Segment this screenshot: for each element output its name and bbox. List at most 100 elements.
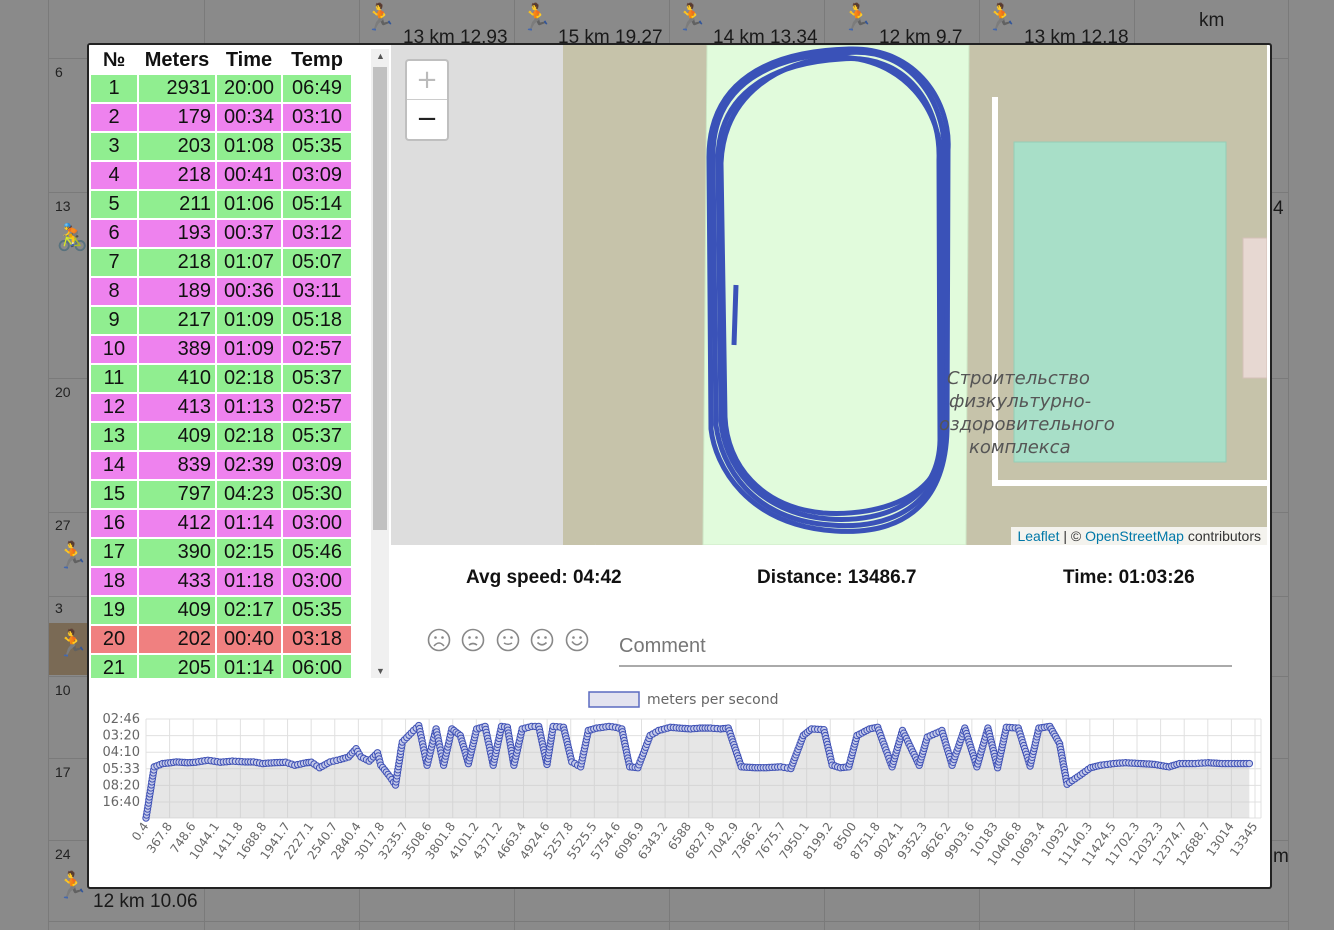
calendar-entry[interactable]: 12 km 10.06 xyxy=(93,891,198,912)
lap-number: 7 xyxy=(91,249,137,276)
lap-time: 01:07 xyxy=(217,249,281,276)
lap-temp: 03:09 xyxy=(283,162,351,189)
lap-time: 01:14 xyxy=(217,655,281,678)
day-number: 3 xyxy=(55,600,63,616)
lap-temp: 03:10 xyxy=(283,104,351,131)
lap-row[interactable]: 2 179 00:34 03:10 xyxy=(91,104,351,131)
lap-row[interactable]: 13 409 02:18 05:37 xyxy=(91,423,351,450)
mood-selector xyxy=(427,628,595,657)
lap-row[interactable]: 21 205 01:14 06:00 xyxy=(91,655,351,678)
smile-face-icon[interactable] xyxy=(530,628,554,652)
scroll-up-icon[interactable]: ▲ xyxy=(376,51,385,61)
lap-row[interactable]: 18 433 01:18 03:00 xyxy=(91,568,351,595)
y-tick-label: 08:20 xyxy=(103,778,140,793)
day-number: 13 xyxy=(55,198,71,214)
lap-time: 01:08 xyxy=(217,133,281,160)
laps-scrollbar[interactable]: ▲ ▼ xyxy=(371,49,389,678)
sad-face-icon[interactable] xyxy=(461,628,485,652)
lap-row[interactable]: 20 202 00:40 03:18 xyxy=(91,626,351,653)
lap-number: 16 xyxy=(91,510,137,537)
map-tiles xyxy=(391,45,1267,545)
calendar-entry[interactable]: 13 km 12.93 xyxy=(403,27,508,48)
lap-row[interactable]: 6 193 00:37 03:12 xyxy=(91,220,351,247)
calendar-entry[interactable]: 14 km 13.34 xyxy=(713,27,818,48)
leaflet-link[interactable]: Leaflet xyxy=(1017,528,1060,544)
day-number: 6 xyxy=(55,64,63,80)
legend-swatch[interactable] xyxy=(588,691,640,708)
lap-time: 00:41 xyxy=(217,162,281,189)
comment-field[interactable]: Comment xyxy=(619,635,1232,667)
lap-row[interactable]: 4 218 00:41 03:09 xyxy=(91,162,351,189)
neutral-face-icon[interactable] xyxy=(496,628,520,652)
lap-number: 6 xyxy=(91,220,137,247)
lap-row[interactable]: 7 218 01:07 05:07 xyxy=(91,249,351,276)
lap-row[interactable]: 12 413 01:13 02:57 xyxy=(91,394,351,421)
lap-time: 02:18 xyxy=(217,423,281,450)
lap-number: 5 xyxy=(91,191,137,218)
lap-row[interactable]: 3 203 01:08 05:35 xyxy=(91,133,351,160)
calendar-entry-fragment: m xyxy=(1273,846,1289,867)
zoom-out-button[interactable]: − xyxy=(416,104,438,134)
scroll-down-icon[interactable]: ▼ xyxy=(376,666,385,676)
calendar-entry[interactable]: km xyxy=(1199,10,1225,31)
map-road xyxy=(992,97,1267,486)
laps-table: № Meters Time Temp 1 2931 20:00 06:49 2 179 00… xyxy=(89,45,353,678)
lap-row[interactable]: 10 389 01:09 02:57 xyxy=(91,336,351,363)
calendar-entry[interactable]: 13 km 12.18 xyxy=(1024,27,1129,48)
lap-number: 19 xyxy=(91,597,137,624)
lap-number: 3 xyxy=(91,133,137,160)
runner-icon: 🏃 xyxy=(56,628,89,658)
scrollbar-thumb[interactable] xyxy=(373,67,387,530)
lap-meters: 202 xyxy=(139,626,215,653)
lap-row[interactable]: 14 839 02:39 03:09 xyxy=(91,452,351,479)
lap-row[interactable]: 8 189 00:36 03:11 xyxy=(91,278,351,305)
osm-link[interactable]: OpenStreetMap xyxy=(1085,528,1184,544)
lap-temp: 05:37 xyxy=(283,365,351,392)
lap-row[interactable]: 1 2931 20:00 06:49 xyxy=(91,75,351,102)
runner-icon: 🏃 xyxy=(675,2,708,32)
lap-row[interactable]: 11 410 02:18 05:37 xyxy=(91,365,351,392)
lap-meters: 409 xyxy=(139,423,215,450)
lap-meters: 179 xyxy=(139,104,215,131)
col-header-temp: Temp xyxy=(291,48,343,71)
lap-number: 9 xyxy=(91,307,137,334)
comment-placeholder: Comment xyxy=(619,635,706,657)
lap-number: 15 xyxy=(91,481,137,508)
lap-temp: 03:09 xyxy=(283,452,351,479)
lap-temp: 05:35 xyxy=(283,597,351,624)
lap-meters: 211 xyxy=(139,191,215,218)
day-number: 24 xyxy=(55,846,71,862)
lap-meters: 203 xyxy=(139,133,215,160)
calendar-entry[interactable]: 15 km 19.27 xyxy=(558,27,663,48)
lap-meters: 433 xyxy=(139,568,215,595)
runner-icon: 🏃 xyxy=(520,2,553,32)
happy-face-icon[interactable] xyxy=(565,628,589,652)
attribution-separator: | © xyxy=(1059,528,1086,544)
lap-row[interactable]: 5 211 01:06 05:14 xyxy=(91,191,351,218)
runner-icon: 🏃 xyxy=(985,2,1018,32)
avg-speed: Avg speed: 04:42 xyxy=(466,567,622,588)
lap-row[interactable]: 16 412 01:14 03:00 xyxy=(91,510,351,537)
lap-time: 20:00 xyxy=(217,75,281,102)
lap-row[interactable]: 15 797 04:23 05:30 xyxy=(91,481,351,508)
lap-time: 01:06 xyxy=(217,191,281,218)
laps-table-panel[interactable]: № Meters Time Temp 1 2931 20:00 06:49 2 179 00… xyxy=(89,45,391,678)
lap-row[interactable]: 9 217 01:09 05:18 xyxy=(91,307,351,334)
calendar-entry[interactable]: 12 km 9.7 xyxy=(879,27,963,48)
very-sad-face-icon[interactable] xyxy=(427,628,451,652)
speed-chart: meters per second 02:46 03:20 04:10 05:33 08… xyxy=(89,685,1270,887)
route-map[interactable]: Строительство физкультурно- оздоровитель… xyxy=(391,45,1267,545)
attribution-suffix: contributors xyxy=(1183,528,1261,544)
lap-time: 02:39 xyxy=(217,452,281,479)
data-point[interactable] xyxy=(1245,759,1254,768)
runner-icon: 🏃 xyxy=(56,870,89,900)
lap-time: 01:09 xyxy=(217,336,281,363)
map-label: комплекса xyxy=(969,437,1071,458)
lap-row[interactable]: 19 409 02:17 05:35 xyxy=(91,597,351,624)
lap-time: 00:40 xyxy=(217,626,281,653)
zoom-in-button[interactable]: + xyxy=(407,61,447,100)
lap-number: 4 xyxy=(91,162,137,189)
lap-row[interactable]: 17 390 02:15 05:46 xyxy=(91,539,351,566)
lap-temp: 03:11 xyxy=(283,278,351,305)
legend-label[interactable]: meters per second xyxy=(647,692,779,708)
